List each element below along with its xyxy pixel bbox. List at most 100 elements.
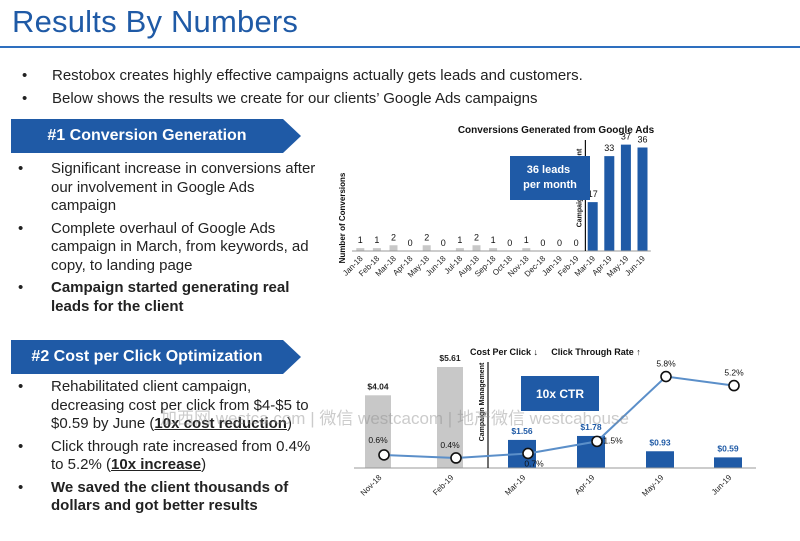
ctr-data-label: 1.5% <box>603 435 623 445</box>
list-item-text-part: Click through rate increased from 0.4% t… <box>51 437 311 474</box>
chart-tick-label: Mar-19 <box>503 473 528 498</box>
list-item: • We saved the client thousands of dollar… <box>18 479 318 516</box>
chart-bar <box>437 367 463 468</box>
section1-bullets: • Significant increase in conversions aft… <box>18 160 318 320</box>
chart-data-label: 37 <box>621 132 631 142</box>
chart-tick-label: Feb-19 <box>431 473 456 498</box>
chart-bar <box>489 248 498 251</box>
chart-data-label: $0.93 <box>649 437 671 447</box>
chart-ylabel: Number of Conversions <box>338 172 347 263</box>
chart-tick-label: Apr-19 <box>573 473 597 497</box>
intro-bullet: • Restobox creates highly effective campa… <box>22 64 583 87</box>
chart-data-label: $5.61 <box>439 353 461 363</box>
chart-tick-label: Nov-18 <box>359 473 384 498</box>
chart-data-label: 0 <box>540 238 545 248</box>
chart-bar <box>714 457 742 468</box>
conversions-chart: Conversions Generated from Google Ads Nu… <box>338 125 655 279</box>
ctr-series-line <box>383 375 735 459</box>
chart-bar <box>637 147 648 251</box>
chart-data-label: 2 <box>424 232 429 242</box>
chart-data-label: 0 <box>408 238 413 248</box>
title-divider <box>0 46 800 48</box>
list-item: • Complete overhaul of Google Ads campaig… <box>18 220 318 276</box>
section2-banner: #2 Cost per Click Optimization <box>11 340 301 374</box>
chart-data-label: 33 <box>604 143 614 153</box>
intro-bullet-text: Below shows the results we create for ou… <box>52 90 538 107</box>
intro-bullets: • Restobox creates highly effective campa… <box>22 64 583 110</box>
chart-bar <box>620 144 631 251</box>
chart-bar <box>372 248 381 251</box>
section2-bullets: • Rehabilitated client campaign, decreas… <box>18 378 318 520</box>
cpc-ctr-chart: Cost Per Click ↓ Click Through Rate ↑ $4… <box>354 347 756 499</box>
chart-data-label: 1 <box>524 235 529 245</box>
list-item-text: Click through rate increased from 0.4% t… <box>51 438 318 475</box>
chart-data-label: 2 <box>474 232 479 242</box>
chart-data-label: 1 <box>457 235 462 245</box>
ctr-data-label: 0.7% <box>524 458 544 468</box>
ctr-point <box>450 452 462 464</box>
chart-bar <box>646 451 674 468</box>
chart-bar <box>472 245 481 251</box>
ctr-data-label: 0.6% <box>368 435 388 445</box>
watermark: 加西网 westca.com | 微信 westcacom | 地产微信 wes… <box>160 409 629 428</box>
ctr-point <box>660 370 672 383</box>
chart-bar <box>587 202 598 251</box>
list-item-text: Significant increase in conversions afte… <box>51 160 316 214</box>
ctr-point <box>591 435 603 448</box>
list-item-highlight: 10x increase <box>111 456 202 473</box>
chart-callout-box <box>510 156 590 200</box>
chart-callout: 36 leads per month <box>523 164 577 191</box>
chart-bar <box>389 245 398 251</box>
chart-data-label: 2 <box>391 232 396 242</box>
chart-data-label: $4.04 <box>367 381 389 391</box>
list-item-text-part: Rehabilitated client campaign, decreasin… <box>51 378 309 432</box>
chart-callout: 10x CTR <box>536 387 584 401</box>
list-item-highlight: 10x cost reduction <box>154 415 287 432</box>
section2-banner-label: #2 Cost per Click Optimization <box>31 348 263 365</box>
list-item-text-part: ) <box>201 456 207 473</box>
chart-bar <box>422 245 431 251</box>
chart-title: Conversions Generated from Google Ads <box>458 125 655 136</box>
list-item-text: We saved the client thousands of dollars… <box>51 478 289 515</box>
chart-data-label: 0 <box>441 238 446 248</box>
chart-data-label: 0 <box>507 238 512 248</box>
ctr-point <box>522 447 534 460</box>
chart-divider-label: Campaign Management <box>479 362 486 441</box>
chart-data-label: 0 <box>557 238 562 248</box>
section1-banner: #1 Conversion Generation <box>11 119 301 153</box>
intro-bullet-text: Restobox creates highly effective campai… <box>52 67 583 84</box>
ctr-data-label: 5.8% <box>656 359 676 369</box>
list-item-text: Rehabilitated client campaign, decreasin… <box>51 378 318 434</box>
intro-bullet: • Below shows the results we create for o… <box>22 87 583 110</box>
chart-callout-box <box>521 376 599 411</box>
list-item-text: Campaign started generating real leads f… <box>51 279 290 315</box>
chart-data-label: 1 <box>491 235 496 245</box>
chart-bar <box>356 248 365 251</box>
chart-data-label: $1.78 <box>580 422 602 432</box>
chart-subtitle-ctr: Click Through Rate ↑ <box>551 347 641 357</box>
chart-data-label: 1 <box>358 235 363 245</box>
list-item: • Click through rate increased from 0.4%… <box>18 438 318 475</box>
ctr-point <box>378 449 390 461</box>
chart-subtitle-cpc: Cost Per Click ↓ <box>470 347 538 357</box>
list-item-text: Complete overhaul of Google Ads campaign… <box>51 219 309 274</box>
list-item: • Rehabilitated client campaign, decreas… <box>18 378 318 434</box>
chart-data-label: $0.59 <box>717 443 739 453</box>
chart-data-label: $1.56 <box>511 426 533 436</box>
ctr-data-label: 5.2% <box>724 368 744 378</box>
list-item: • Campaign started generating real leads … <box>18 279 318 316</box>
ctr-point <box>728 379 740 392</box>
chart-bar <box>604 156 615 251</box>
chart-bar <box>455 248 464 251</box>
section1-banner-label: #1 Conversion Generation <box>47 127 247 144</box>
chart-tick-label: May-19 <box>640 473 666 499</box>
chart-data-label: 36 <box>637 135 647 145</box>
ctr-data-label: 0.4% <box>440 440 460 450</box>
chart-tick-label: Jun-19 <box>710 473 734 497</box>
list-item: • Significant increase in conversions aft… <box>18 160 318 216</box>
chart-data-label: 17 <box>588 189 598 199</box>
list-item-text-part: ) <box>286 415 292 432</box>
chart-bar <box>522 248 531 251</box>
page-title: Results By Numbers <box>12 4 299 39</box>
chart-data-label: 1 <box>374 235 379 245</box>
